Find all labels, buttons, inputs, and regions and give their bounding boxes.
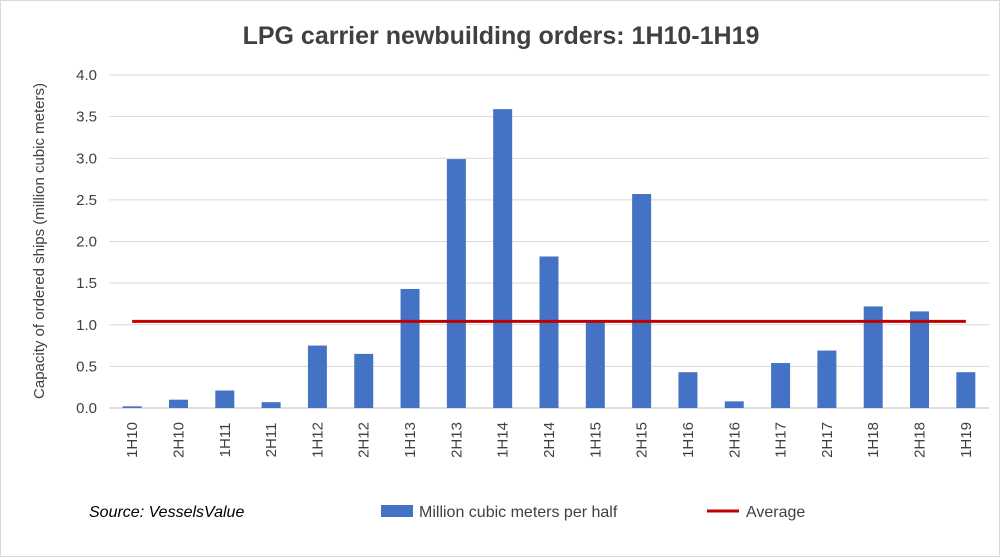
y-tick-label: 0.5 — [76, 358, 97, 375]
bar-2H18 — [910, 311, 930, 408]
y-tick-label: 3.5 — [76, 109, 97, 126]
bar-1H14 — [493, 109, 513, 408]
bar-1H10 — [122, 406, 142, 408]
x-tick-label: 2H14 — [541, 422, 558, 458]
bar-1H15 — [585, 322, 605, 408]
bar-series — [122, 109, 976, 408]
x-tick-label: 1H15 — [587, 422, 604, 458]
x-tick-label: 1H13 — [402, 422, 419, 458]
x-tick-label: 2H17 — [819, 422, 836, 458]
bar-2H12 — [354, 353, 374, 408]
x-tick-label: 2H16 — [726, 422, 743, 458]
bar-1H13 — [400, 288, 420, 408]
x-tick-label: 2H18 — [912, 422, 929, 458]
x-tick-label: 1H11 — [217, 423, 234, 458]
x-tick-label: 1H19 — [958, 422, 975, 458]
legend-bar-swatch — [381, 505, 413, 517]
source-note: Source: VesselsValue — [89, 504, 244, 521]
gridlines — [109, 74, 989, 409]
bar-1H12 — [307, 345, 327, 408]
x-tick-label: 2H15 — [634, 422, 651, 458]
bar-2H10 — [168, 399, 188, 408]
legend-average-label: Average — [746, 504, 805, 521]
bar-1H19 — [956, 372, 976, 408]
y-tick-label: 1.5 — [76, 275, 97, 292]
y-axis-ticks: 0.0 0.5 1.0 1.5 2.0 2.5 3.0 3.5 4.0 — [76, 67, 97, 417]
bar-1H11 — [215, 390, 235, 408]
bar-2H13 — [446, 159, 466, 408]
bar-1H18 — [863, 306, 883, 408]
y-tick-label: 2.0 — [76, 234, 97, 251]
x-tick-label: 1H17 — [773, 422, 790, 458]
x-axis-ticks: 1H10 2H10 1H11 2H11 1H12 2H12 1H13 2H13 1H14 2H14… — [124, 422, 975, 458]
y-tick-label: 1.0 — [76, 317, 97, 334]
y-tick-label: 0.0 — [76, 400, 97, 417]
x-tick-label: 2H12 — [356, 422, 373, 458]
x-tick-label: 2H10 — [170, 422, 187, 458]
y-axis-label: Capacity of ordered ships (million cubic… — [31, 83, 48, 399]
x-tick-label: 1H18 — [865, 422, 882, 458]
y-tick-label: 4.0 — [76, 67, 97, 84]
x-tick-label: 2H13 — [448, 422, 465, 458]
chart-title: LPG carrier newbuilding orders: 1H10-1H1… — [243, 22, 760, 50]
bar-2H11 — [261, 402, 281, 408]
y-tick-label: 2.5 — [76, 192, 97, 209]
x-tick-label: 1H12 — [309, 422, 326, 458]
x-tick-label: 1H14 — [495, 422, 512, 458]
bar-2H17 — [817, 350, 837, 408]
bar-2H15 — [632, 194, 652, 408]
bar-1H17 — [771, 363, 791, 408]
x-tick-label: 1H10 — [124, 422, 141, 458]
y-tick-label: 3.0 — [76, 150, 97, 167]
legend-bar-label: Million cubic meters per half — [419, 504, 618, 521]
x-tick-label: 2H11 — [263, 423, 280, 458]
bar-1H16 — [678, 372, 698, 408]
x-tick-label: 1H16 — [680, 422, 697, 458]
bar-2H16 — [724, 401, 744, 408]
legend: Million cubic meters per half Average — [381, 504, 805, 521]
bar-2H14 — [539, 256, 559, 408]
